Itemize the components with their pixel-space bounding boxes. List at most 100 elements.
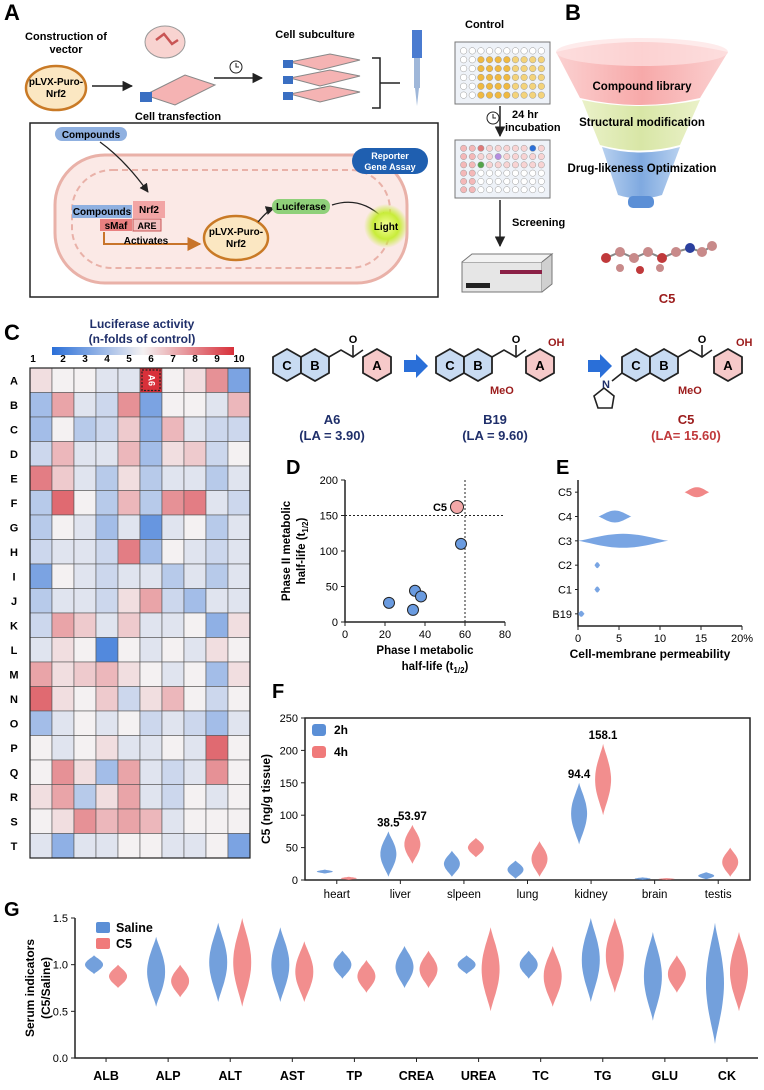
incubation-label-1: 24 hr — [512, 109, 539, 121]
heatmap-cell — [73, 588, 97, 614]
well — [503, 56, 511, 64]
well — [520, 178, 528, 185]
heatmap-cell — [73, 367, 97, 393]
reporter-label-1: Reporter — [371, 151, 409, 161]
serum-legend-label: Saline — [116, 921, 153, 935]
heatmap-cell — [227, 392, 251, 418]
tissue-violin — [404, 824, 421, 864]
compounds-box — [72, 205, 132, 218]
scatter-ylabel-1: Phase II metabolic — [281, 500, 293, 601]
heatmap-cell — [51, 808, 75, 834]
perm-violin — [578, 533, 669, 548]
serum-category-label: TC — [532, 1069, 549, 1083]
heatmap-col-label: 4 — [104, 354, 110, 365]
heatmap-cell — [183, 637, 207, 663]
well — [477, 169, 485, 177]
heatmap-cell — [139, 735, 163, 761]
heatmap-cell — [29, 367, 53, 393]
well — [494, 161, 502, 169]
well — [486, 178, 493, 185]
well — [520, 161, 528, 169]
heatmap-row-label: A — [10, 375, 18, 387]
heatmap-cell — [227, 441, 251, 467]
well — [529, 91, 537, 99]
meo-label-c5: MeO — [678, 385, 702, 397]
heatmap-cell — [95, 563, 119, 589]
ring-b-label-b19: B — [473, 358, 482, 373]
perm-category-label: C5 — [558, 487, 572, 499]
well — [511, 82, 519, 90]
heatmap-cell — [227, 588, 251, 614]
well — [537, 65, 545, 73]
tissue-violin — [467, 837, 484, 858]
well — [537, 82, 545, 90]
well — [494, 73, 502, 81]
heatmap-cell — [29, 563, 53, 589]
heatmap-cell — [51, 563, 75, 589]
heatmap-row-label: J — [11, 596, 17, 608]
heatmap-cell — [117, 784, 141, 810]
well — [468, 91, 476, 99]
scatter-y-tick: 100 — [320, 546, 338, 558]
well — [468, 169, 476, 177]
heatmap-cell — [183, 563, 207, 589]
heatmap-cell — [117, 367, 141, 393]
well — [520, 73, 528, 81]
well — [468, 178, 476, 185]
ring-a-label: A — [372, 358, 382, 373]
tissue-value-label: 94.4 — [568, 769, 591, 781]
perm-x-tick: 10 — [654, 633, 666, 645]
well — [460, 65, 468, 73]
serum-violin — [519, 950, 538, 979]
tissue-violin — [340, 876, 357, 880]
ring-b-label-c5: B — [659, 358, 668, 373]
tissue-violin — [316, 869, 333, 874]
panel-e-letter: E — [556, 457, 569, 479]
tissue-category-label: heart — [324, 889, 351, 901]
funnel-tier-3 — [602, 147, 680, 199]
well — [503, 153, 511, 160]
scatter-xlabel-2: half-life (t1/2) — [402, 661, 469, 675]
serum-category-label: ALT — [219, 1069, 243, 1083]
heatmap-cell — [139, 588, 163, 614]
heatmap-cell — [161, 784, 185, 810]
heatmap-cell — [227, 784, 251, 810]
well — [468, 47, 476, 55]
heatmap-cell — [161, 514, 185, 540]
serum-violin — [85, 955, 103, 974]
heatmap-cell — [117, 735, 141, 761]
serum-violin — [543, 946, 562, 1007]
meo-label-b19: MeO — [490, 385, 514, 397]
heatmap: 1 2 3 4 5 6 7 8 9 10 A BC DE FG HI JK LM NO PQ RS T A6 — [9, 354, 251, 859]
plasmid-label-1: pLVX-Puro- — [29, 77, 83, 88]
tissue-y-tick: 100 — [280, 810, 298, 822]
heatmap-cell — [183, 833, 207, 859]
heatmap-cell — [117, 710, 141, 736]
heatmap-frame — [29, 367, 251, 859]
well — [529, 178, 537, 185]
construction-label-2: vector — [49, 44, 83, 56]
well — [511, 65, 519, 73]
carbonyl-o-label-c5: O — [698, 334, 707, 346]
heatmap-cell — [183, 514, 207, 540]
well — [486, 65, 494, 73]
heatmap-row-label: M — [9, 669, 18, 681]
well — [537, 178, 545, 185]
heatmap-cell — [161, 563, 185, 589]
serum-violin — [643, 932, 662, 1021]
oh-label-c5: OH — [736, 337, 753, 349]
well — [537, 153, 545, 160]
heatmap-col-label: 5 — [126, 354, 132, 365]
heatmap-col-label: 10 — [233, 354, 245, 365]
heatmap-cell — [73, 465, 97, 491]
serum-y-tick: 1.5 — [53, 913, 68, 925]
heatmap-col-label: 2 — [60, 354, 66, 365]
compounds-box-label: Compounds — [73, 207, 132, 218]
well — [477, 73, 485, 81]
smaf-box — [100, 219, 132, 231]
flask-stack-icon — [283, 53, 361, 103]
well — [520, 56, 528, 64]
heatmap-cell — [227, 661, 251, 687]
heatmap-cell — [73, 661, 97, 687]
heatmap-cell — [73, 637, 97, 663]
